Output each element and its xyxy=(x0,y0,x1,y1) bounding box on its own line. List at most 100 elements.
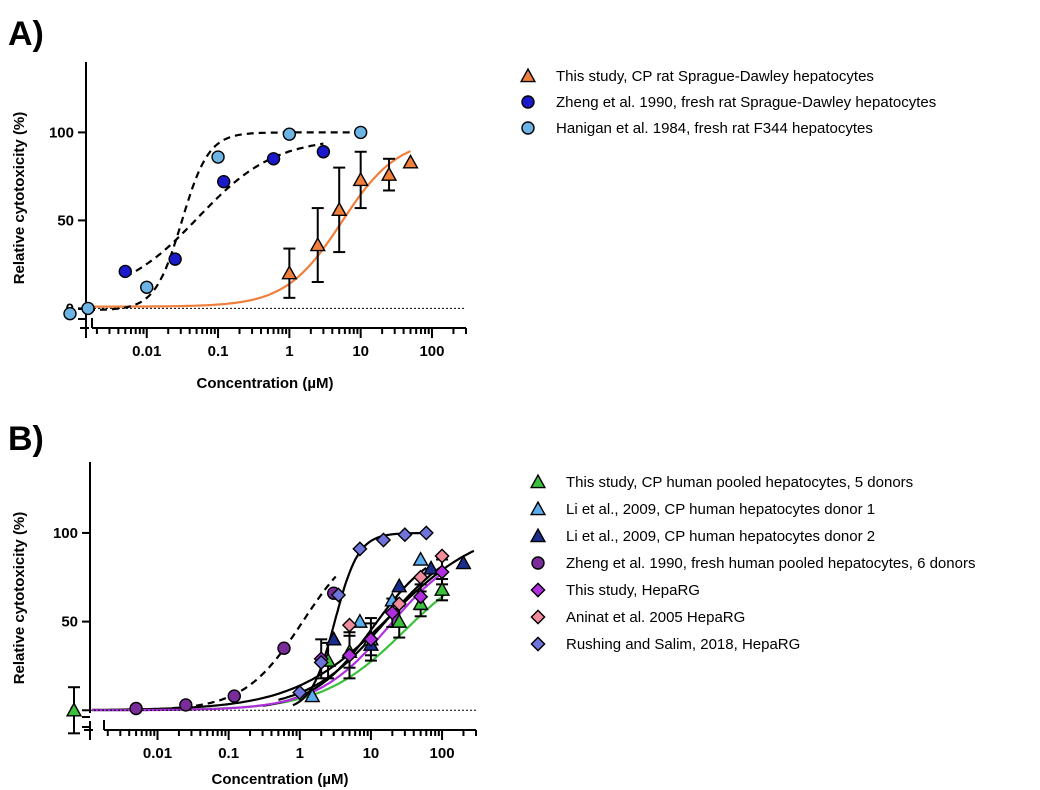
panel-b-y-axis-title: Relative cytotoxicity (%) xyxy=(11,512,28,685)
panel-a-y-axis-title: Relative cytotoxicity (%) xyxy=(11,112,28,285)
panel-b-point-aninat-et-al-2005-heparg xyxy=(413,569,429,585)
panel-b-legend-item: Li et al., 2009, CP human hepatocytes do… xyxy=(529,500,875,518)
panel-a-point-zheng-et-al-1990-fresh-rat-sprague-dawley-hepatocytes xyxy=(266,152,281,166)
panel-b-legend-label: This study, CP human pooled hepatocytes,… xyxy=(566,474,913,491)
panel-b-legend-item: This study, HepaRG xyxy=(530,582,700,599)
panel-b-legend-label: Zheng et al. 1990, fresh human pooled he… xyxy=(566,555,975,572)
panel-a-point-hanigan-et-al-1984-fresh-rat-f344-hepatocytes xyxy=(81,301,95,316)
panel-b-point-zheng-et-al-1990-fresh-human-pooled-hepatocytes-6-donors xyxy=(179,698,193,712)
panel-b-point-li-et-al-2009-cp-human-hepatocytes-donor-2 xyxy=(325,630,342,646)
panel-b-point-rushing-and-salim-2018-heparg xyxy=(330,587,347,603)
panel-b-point-zheng-et-al-1990-fresh-human-pooled-hepatocytes-6-donors xyxy=(227,689,241,703)
panel-a-fit-curves xyxy=(88,131,411,312)
panel-b-x-tick-label: 100 xyxy=(430,745,455,762)
panel-b-point-aninat-et-al-2005-heparg xyxy=(434,548,450,564)
panel-b-legend-marker-triangle xyxy=(529,527,547,543)
panel-b-y-tick-label: 50 xyxy=(61,614,78,631)
panel-b-legend-item: Zheng et al. 1990, fresh human pooled he… xyxy=(531,555,975,572)
panel-a-x-tick-label: 1 xyxy=(285,343,293,360)
panel-b-legend-item: This study, CP human pooled hepatocytes,… xyxy=(529,473,913,491)
panel-b-label: B) xyxy=(8,420,44,458)
panel-a-point-this-study-cp-rat-sprague-dawley-hepatocytes xyxy=(380,166,398,181)
panel-a-legend: This study, CP rat Sprague-Dawley hepato… xyxy=(519,67,936,137)
panel-b-legend-item: Rushing and Salim, 2018, HepaRG xyxy=(530,636,800,653)
panel-b-point-zheng-et-al-1990-fresh-human-pooled-hepatocytes-6-donors xyxy=(277,641,291,655)
panel-a-point-this-study-cp-rat-sprague-dawley-hepatocytes xyxy=(309,236,326,252)
panel-b-legend-marker-diamond xyxy=(530,636,546,652)
panel-a-x-axis-title: Concentration (µM) xyxy=(197,375,334,392)
panel-a-legend-item: This study, CP rat Sprague-Dawley hepato… xyxy=(519,67,874,85)
panel-b-x-tick-label: 1 xyxy=(296,745,304,762)
panel-a-point-zheng-et-al-1990-fresh-rat-sprague-dawley-hepatocytes xyxy=(316,145,331,159)
panel-b-x-tick-label: 0.01 xyxy=(143,745,172,762)
panel-b-legend-marker-circle xyxy=(531,556,545,570)
panel-a-legend-marker-triangle xyxy=(519,67,537,83)
panel-b-point-zheng-et-al-1990-fresh-human-pooled-hepatocytes-6-donors xyxy=(129,701,143,716)
panel-b-point-li-et-al-2009-cp-human-hepatocytes-donor-2 xyxy=(455,554,472,570)
panel-b-point-this-study-cp-human-pooled-hepatocytes-5-donors xyxy=(65,701,83,717)
panel-a-label: A) xyxy=(8,15,44,53)
panel-b-point-rushing-and-salim-2018-heparg xyxy=(375,532,392,548)
panel-a-point-this-study-cp-rat-sprague-dawley-hepatocytes xyxy=(352,171,369,187)
panel-a-fit-this-study-cp-rat-sprague-dawley-hepatocytes xyxy=(88,150,411,308)
panel-b-legend: This study, CP human pooled hepatocytes,… xyxy=(529,473,975,653)
panel-b-point-rushing-and-salim-2018-heparg xyxy=(397,527,413,543)
panel-a-legend-marker-circle xyxy=(521,95,535,109)
panel-b-legend-label: Aninat et al. 2005 HepaRG xyxy=(566,609,745,626)
panel-b-y-tick-label: 100 xyxy=(53,525,78,542)
panel-b-x-tick-label: 10 xyxy=(363,745,380,762)
panel-a-legend-label: This study, CP rat Sprague-Dawley hepato… xyxy=(556,68,874,85)
panel-a-point-zheng-et-al-1990-fresh-rat-sprague-dawley-hepatocytes xyxy=(217,174,231,189)
panel-b-point-aninat-et-al-2005-heparg xyxy=(341,617,358,633)
panel-a-legend-marker-circle xyxy=(521,121,535,135)
panel-a-point-this-study-cp-rat-sprague-dawley-hepatocytes xyxy=(281,264,298,280)
panel-a-point-hanigan-et-al-1984-fresh-rat-f344-hepatocytes xyxy=(211,150,225,164)
panel-b-point-this-study-heparg xyxy=(413,589,429,605)
panel-a-fit-zheng-et-al-1990-fresh-rat-sprague-dawley-hepatocytes xyxy=(124,142,324,278)
panel-a: A) Relative cytotoxicity (%) Concentrati… xyxy=(8,15,936,392)
panel-a-legend-label: Hanigan et al. 1984, fresh rat F344 hepa… xyxy=(556,120,873,137)
panel-b-x-tick-label: 0.1 xyxy=(218,745,239,762)
panel-b-point-rushing-and-salim-2018-heparg xyxy=(418,525,434,541)
panel-a-point-this-study-cp-rat-sprague-dawley-hepatocytes xyxy=(402,153,419,169)
panel-a-point-hanigan-et-al-1984-fresh-rat-f344-hepatocytes xyxy=(353,125,368,140)
panel-a-x-tick-label: 0.1 xyxy=(208,343,229,360)
panel-b-point-li-et-al-2009-cp-human-hepatocytes-donor-1 xyxy=(351,613,368,628)
panel-b-data-points xyxy=(65,525,472,717)
panel-b-legend-label: Li et al., 2009, CP human hepatocytes do… xyxy=(566,501,875,518)
panel-b-fit-aninat-et-al-2005-heparg xyxy=(278,565,443,701)
panel-b-point-aninat-et-al-2005-heparg xyxy=(391,596,407,612)
panel-a-point-zheng-et-al-1990-fresh-rat-sprague-dawley-hepatocytes xyxy=(118,264,132,279)
panel-b-point-rushing-and-salim-2018-heparg xyxy=(352,541,368,557)
panel-a-point-this-study-cp-rat-sprague-dawley-hepatocytes xyxy=(331,201,348,217)
panel-b-legend-marker-diamond xyxy=(530,609,546,625)
panel-b: B) Relative cytotoxicity (%) Concentrati… xyxy=(8,420,975,788)
panel-b-point-li-et-al-2009-cp-human-hepatocytes-donor-1 xyxy=(304,687,321,703)
panel-a-x-tick-label: 0.01 xyxy=(132,343,161,360)
panel-a-y-tick-label: 100 xyxy=(49,124,74,141)
panel-b-legend-marker-diamond xyxy=(530,582,546,598)
panel-b-legend-marker-triangle xyxy=(529,473,547,489)
panel-a-legend-label: Zheng et al. 1990, fresh rat Sprague-Daw… xyxy=(556,94,936,111)
panel-b-point-this-study-cp-human-pooled-hepatocytes-5-donors xyxy=(391,613,408,628)
panel-a-point-hanigan-et-al-1984-fresh-rat-f344-hepatocytes xyxy=(282,127,297,141)
panel-a-legend-item: Zheng et al. 1990, fresh rat Sprague-Daw… xyxy=(521,94,936,111)
panel-b-point-rushing-and-salim-2018-heparg xyxy=(313,654,329,670)
panel-b-legend-item: Li et al., 2009, CP human hepatocytes do… xyxy=(529,527,875,545)
panel-a-y-tick-label: 50 xyxy=(57,212,74,229)
panel-b-legend-label: Li et al., 2009, CP human hepatocytes do… xyxy=(566,528,875,545)
panel-b-point-rushing-and-salim-2018-heparg xyxy=(292,684,308,701)
panel-b-point-this-study-heparg xyxy=(341,647,358,663)
panel-b-x-axis-title: Concentration (µM) xyxy=(212,771,349,788)
panel-b-legend-label: This study, HepaRG xyxy=(566,582,700,599)
panel-b-point-li-et-al-2009-cp-human-hepatocytes-donor-2 xyxy=(422,560,440,575)
panel-a-point-hanigan-et-al-1984-fresh-rat-f344-hepatocytes xyxy=(63,306,77,321)
panel-b-point-this-study-cp-human-pooled-hepatocytes-5-donors xyxy=(433,581,451,596)
panel-a-legend-item: Hanigan et al. 1984, fresh rat F344 hepa… xyxy=(521,120,873,137)
panel-b-point-this-study-heparg xyxy=(363,631,379,647)
panel-b-legend-item: Aninat et al. 2005 HepaRG xyxy=(530,609,745,626)
panel-a-x-tick-label: 100 xyxy=(419,343,444,360)
